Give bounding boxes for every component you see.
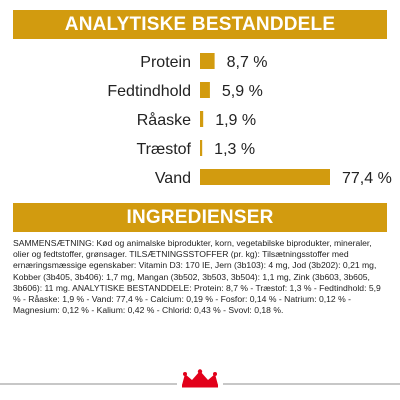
analytical-chart: Protein 8,7 % Fedtindhold 5,9 % Råaske 1,9 % T…: [107, 53, 392, 187]
category-label: Træstof: [136, 141, 191, 158]
bar: [200, 169, 330, 185]
value-label: 8,7 %: [227, 54, 268, 71]
value-label: 77,4 %: [342, 170, 392, 187]
bar: [200, 53, 215, 69]
category-label: Vand: [155, 170, 191, 187]
bar: [200, 82, 210, 98]
analytical-constituents-header: ANALYTISKE BESTANDDELE: [13, 10, 387, 39]
value-label: 1,3 %: [214, 141, 255, 158]
category-label: Råaske: [137, 111, 191, 129]
crown-icon: [177, 369, 223, 389]
category-label: Protein: [140, 54, 191, 71]
value-label: 1,9 %: [215, 112, 256, 129]
bar: [200, 111, 204, 127]
bar: [200, 140, 203, 156]
ingredients-header: INGREDIENSER: [13, 203, 387, 232]
value-label: 5,9 %: [222, 83, 263, 100]
category-label: Fedtindhold: [107, 83, 191, 100]
ingredients-text: SAMMENSÆTNING: Kød og animalske biproduk…: [13, 238, 381, 316]
